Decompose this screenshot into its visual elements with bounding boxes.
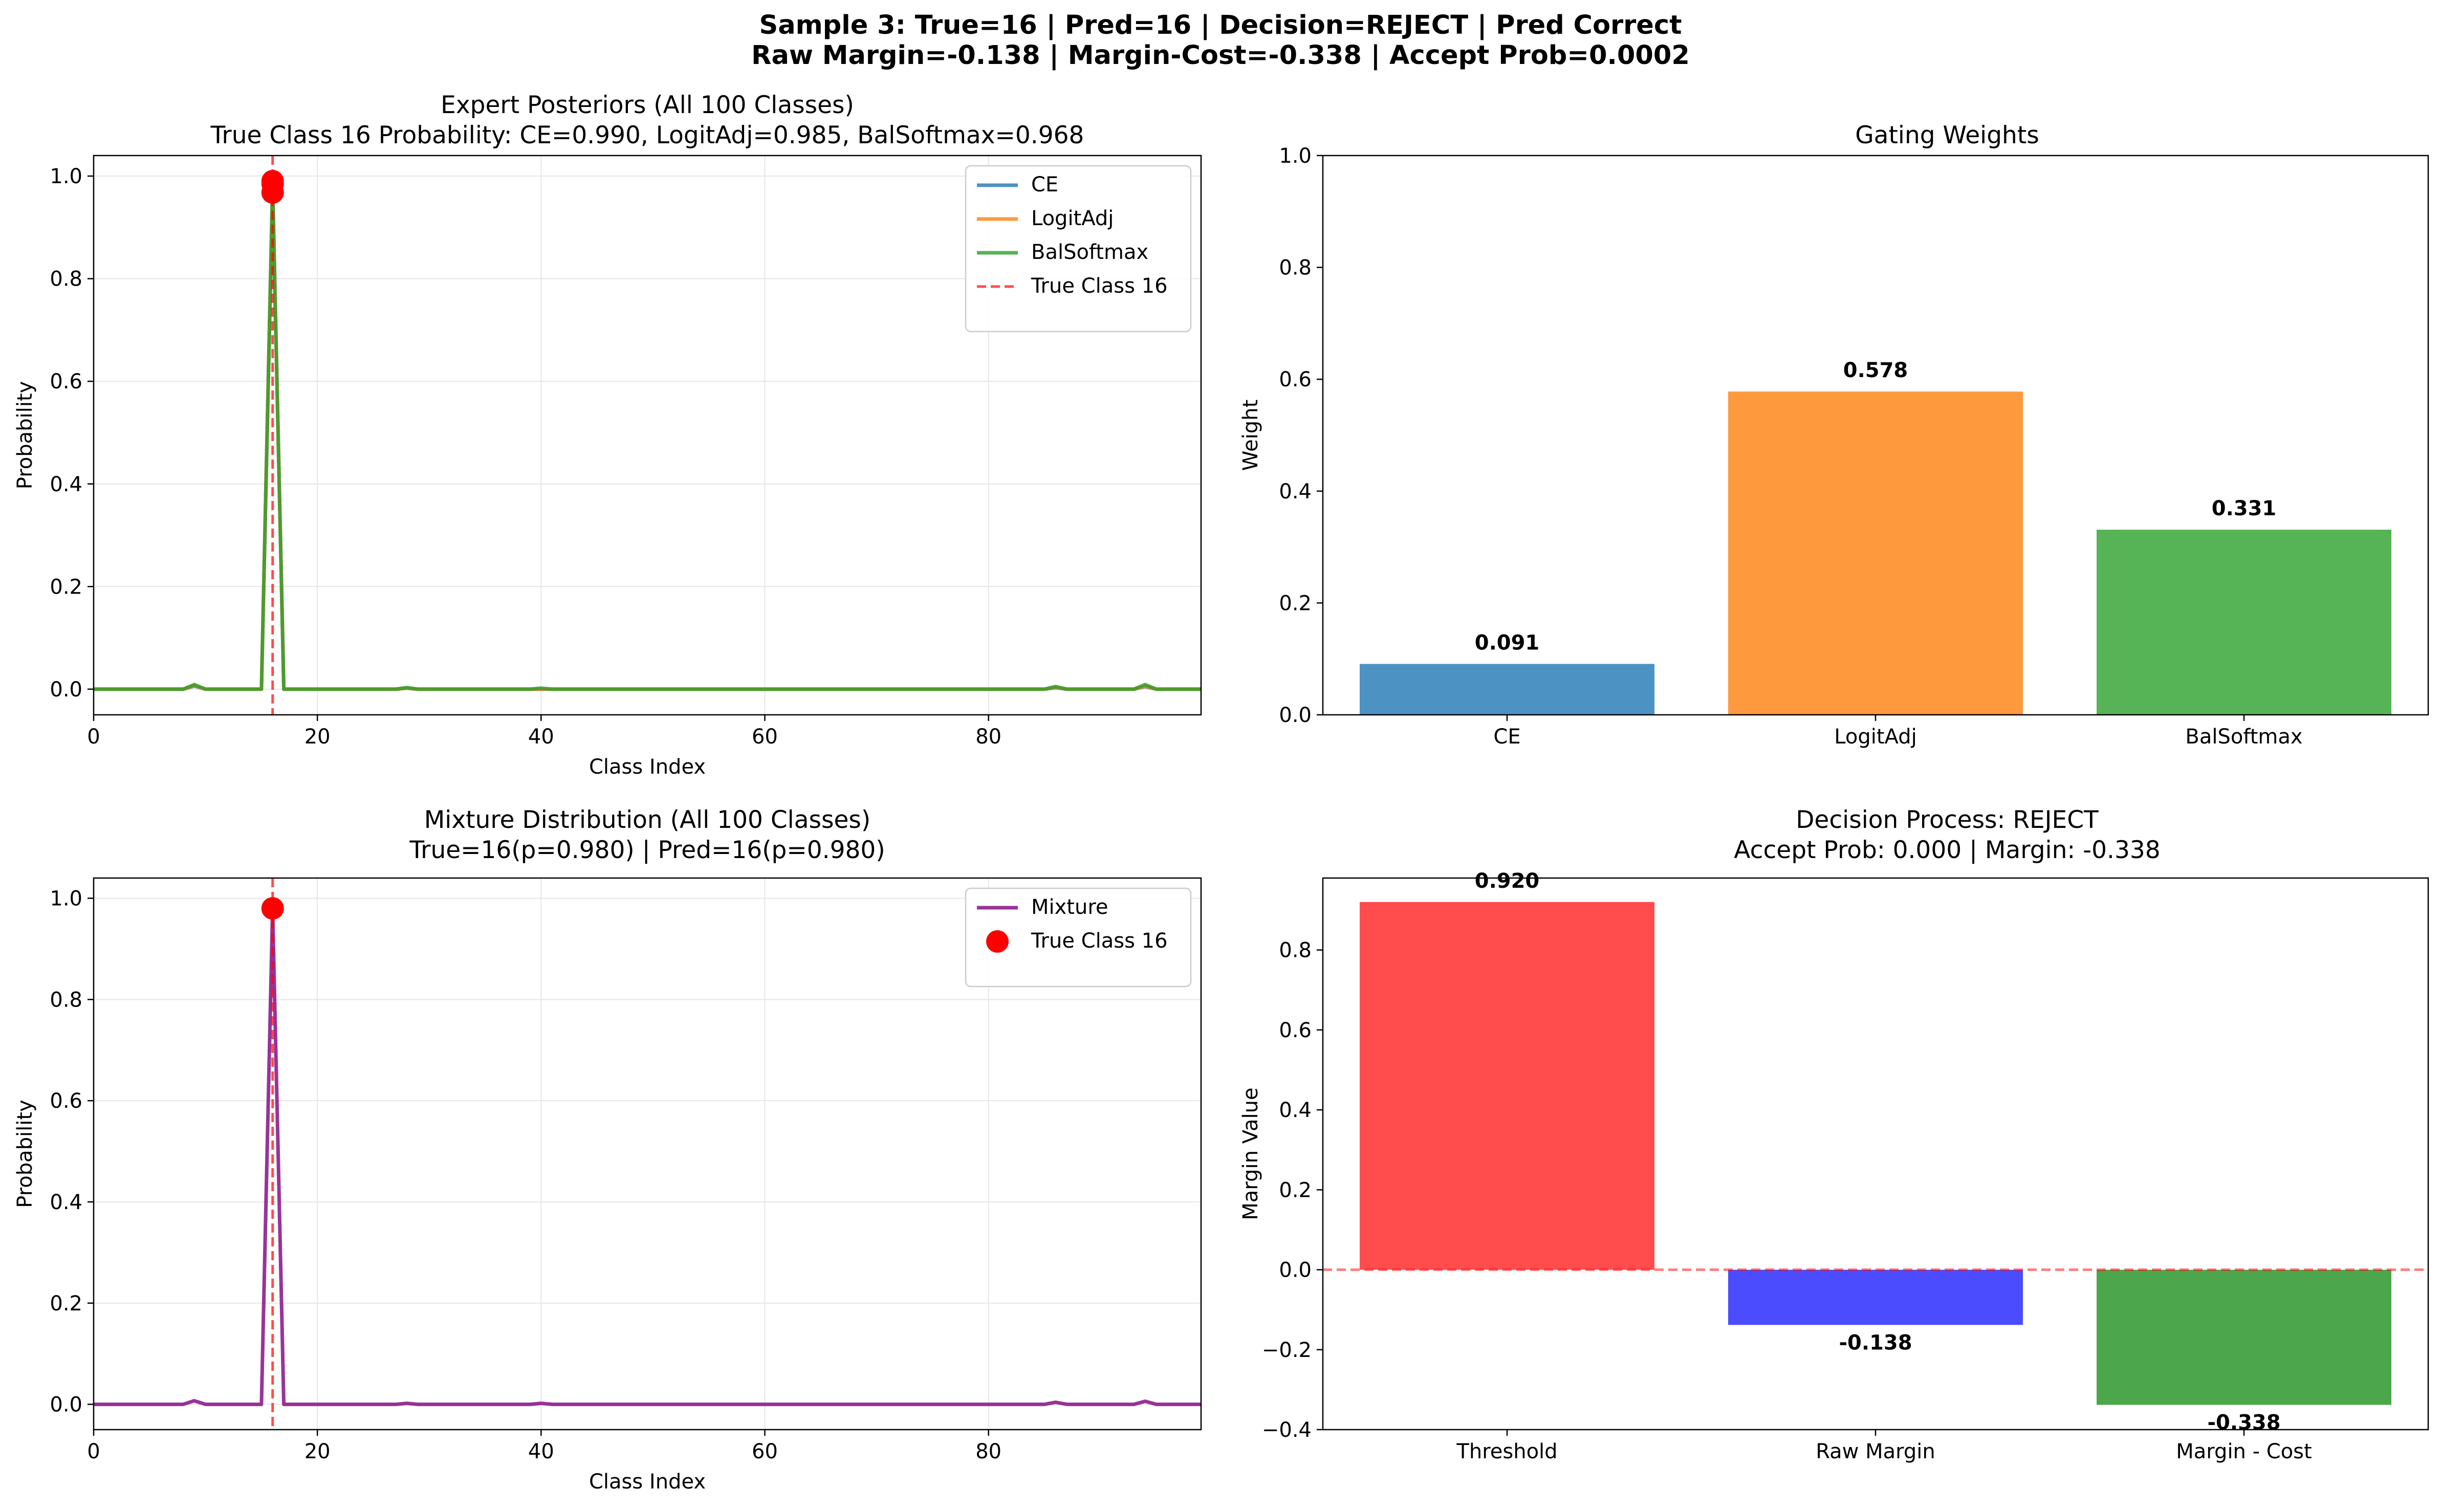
gating_weights-bar-ce <box>1360 664 1654 715</box>
mixture-distribution-subtitle: True=16(p=0.980) | Pred=16(p=0.980) <box>409 836 885 864</box>
mixture_distribution-xtick-label: 40 <box>528 1440 554 1463</box>
expert_posteriors-axes-frame <box>93 155 1202 716</box>
mixture_distribution-xlabel: Class Index <box>589 1470 706 1494</box>
decision_process-category-label: Margin - Cost <box>2176 1440 2312 1463</box>
gating_weights-bar-value-label: 0.578 <box>1843 359 1908 382</box>
decision_process-bar-value-label: -0.138 <box>1839 1331 1912 1354</box>
mixture_distribution-xtick-label: 80 <box>975 1440 1001 1463</box>
expert_posteriors-xtick-label: 80 <box>975 725 1001 749</box>
expert_posteriors-legend-label-logitadj: LogitAdj <box>1031 207 1114 230</box>
expert_posteriors-legend-label-true-class: True Class 16 <box>1031 274 1168 298</box>
decision-process-title: Decision Process: REJECT <box>1796 806 2099 834</box>
gating-weights-title: Gating Weights <box>1855 121 2039 149</box>
expert-posteriors-title: Expert Posteriors (All 100 Classes) <box>441 91 854 119</box>
expert_posteriors-legend-label-balsoftmax: BalSoftmax <box>1031 240 1148 264</box>
mixture_distribution-ytick-label: 1.0 <box>50 887 82 911</box>
decision-process-panel: Decision Process: REJECT Accept Prob: 0.… <box>1239 806 2429 1463</box>
expert-posteriors-panel: Expert Posteriors (All 100 Classes) True… <box>13 91 1202 779</box>
mixture_distribution-xtick-label: 20 <box>304 1440 331 1463</box>
decision_process-category-label: Threshold <box>1456 1440 1557 1463</box>
decision_process-ytick-label: 0.8 <box>1279 939 1312 962</box>
mixture_distribution-axes-frame <box>93 877 1202 1431</box>
gating_weights-bar-balsoftmax <box>2097 530 2391 715</box>
decision_process-bar-value-label: 0.920 <box>1475 869 1540 893</box>
decision_process-ytick-label: 0.2 <box>1279 1178 1312 1202</box>
expert_posteriors-ytick-label: 0.8 <box>50 268 82 291</box>
gating_weights-bar-value-label: 0.331 <box>2212 497 2277 520</box>
mixture_distribution-legend-swatch-true-class <box>986 930 1009 953</box>
gating_weights-bar-logitadj <box>1728 391 2023 715</box>
expert_posteriors-legend-label-ce: CE <box>1031 173 1058 196</box>
mixture-distribution-panel: Mixture Distribution (All 100 Classes) T… <box>13 806 1202 1494</box>
mixture_distribution-ytick-label: 0.6 <box>50 1089 82 1113</box>
expert_posteriors-series-line-balsoftmax <box>94 190 1201 691</box>
expert_posteriors-legend-box <box>965 165 1192 333</box>
mixture_distribution-xtick-label: 60 <box>752 1440 778 1463</box>
mixture_distribution-legend-label-true-class: True Class 16 <box>1031 929 1168 953</box>
gating_weights-bar-value-label: 0.091 <box>1475 631 1540 655</box>
mixture_distribution-ytick-label: 0.4 <box>50 1191 82 1214</box>
mixture_distribution-series-line-mixture <box>94 906 1201 1407</box>
decision_process-bar-raw-margin <box>1728 1269 2023 1325</box>
mixture_distribution-ytick-label: 0.8 <box>50 988 82 1012</box>
expert_posteriors-ytick-label: 0.6 <box>50 370 82 393</box>
mixture_distribution-legend-box <box>965 887 1192 988</box>
expert_posteriors-xtick-label: 40 <box>528 725 554 749</box>
expert_posteriors-xlabel: Class Index <box>589 755 706 779</box>
expert_posteriors-ytick-label: 0.2 <box>50 575 82 599</box>
decision_process-ytick-label: −0.4 <box>1262 1418 1312 1442</box>
decision_process-bar-margin-cost <box>2097 1269 2391 1405</box>
expert_posteriors-true-class-marker <box>261 181 284 204</box>
decision_process-ytick-label: 0.6 <box>1279 1019 1312 1042</box>
mixture_distribution-legend: Mixture True Class 16 <box>965 887 1192 988</box>
figure-suptitle-line1: Sample 3: True=16 | Pred=16 | Decision=R… <box>759 10 1682 40</box>
mixture_distribution-ytick-label: 0.0 <box>50 1393 82 1417</box>
expert_posteriors-xtick-label: 0 <box>87 725 100 749</box>
gating_weights-category-label: CE <box>1493 725 1520 749</box>
mixture_distribution-xtick-label: 0 <box>87 1440 100 1463</box>
gating_weights-ytick-label: 0.2 <box>1279 591 1312 615</box>
decision_process-ytick-label: 0.0 <box>1279 1259 1312 1282</box>
gating_weights-ytick-label: 0.6 <box>1279 368 1312 391</box>
mixture-distribution-title: Mixture Distribution (All 100 Classes) <box>424 806 871 834</box>
expert_posteriors-ytick-label: 1.0 <box>50 165 82 188</box>
gating-weights-panel: Gating Weights 0.091 0.578 0.331 0.0 0.2 0.4 0… <box>1239 121 2429 749</box>
decision_process-ylabel: Margin Value <box>1239 1087 1262 1220</box>
mixture_distribution-true-class-marker <box>261 897 284 920</box>
decision_process-ytick-label: −0.2 <box>1262 1339 1312 1362</box>
expert-posteriors-subtitle: True Class 16 Probability: CE=0.990, Log… <box>210 121 1084 149</box>
expert_posteriors-xtick-label: 20 <box>304 725 331 749</box>
gating_weights-ytick-label: 1.0 <box>1279 144 1312 168</box>
gating_weights-category-label: LogitAdj <box>1834 725 1916 749</box>
mixture_distribution-ytick-label: 0.2 <box>50 1292 82 1316</box>
expert_posteriors-ylabel: Probability <box>13 381 37 489</box>
gating_weights-ytick-label: 0.4 <box>1279 480 1312 503</box>
decision_process-ytick-label: 0.4 <box>1279 1099 1312 1122</box>
expert_posteriors-ytick-label: 0.0 <box>50 678 82 702</box>
mixture_distribution-legend-label-mixture: Mixture <box>1031 895 1108 919</box>
expert_posteriors-xtick-label: 60 <box>752 725 778 749</box>
gating_weights-ytick-label: 0.0 <box>1279 704 1312 727</box>
decision_process-bar-threshold <box>1360 902 1654 1270</box>
decision_process-category-label: Raw Margin <box>1816 1440 1935 1463</box>
mixture_distribution-ylabel: Probability <box>13 1100 37 1208</box>
figure-suptitle-line2: Raw Margin=-0.138 | Margin-Cost=-0.338 |… <box>751 40 1690 71</box>
gating_weights-ytick-label: 0.8 <box>1279 256 1312 280</box>
decision-process-subtitle: Accept Prob: 0.000 | Margin: -0.338 <box>1734 836 2160 864</box>
expert_posteriors-ytick-label: 0.4 <box>50 473 82 496</box>
gating_weights-ylabel: Weight <box>1239 400 1262 471</box>
gating_weights-category-label: BalSoftmax <box>2185 725 2302 749</box>
expert_posteriors-legend: CE LogitAdj BalSoftmax True Class 16 <box>965 165 1192 333</box>
